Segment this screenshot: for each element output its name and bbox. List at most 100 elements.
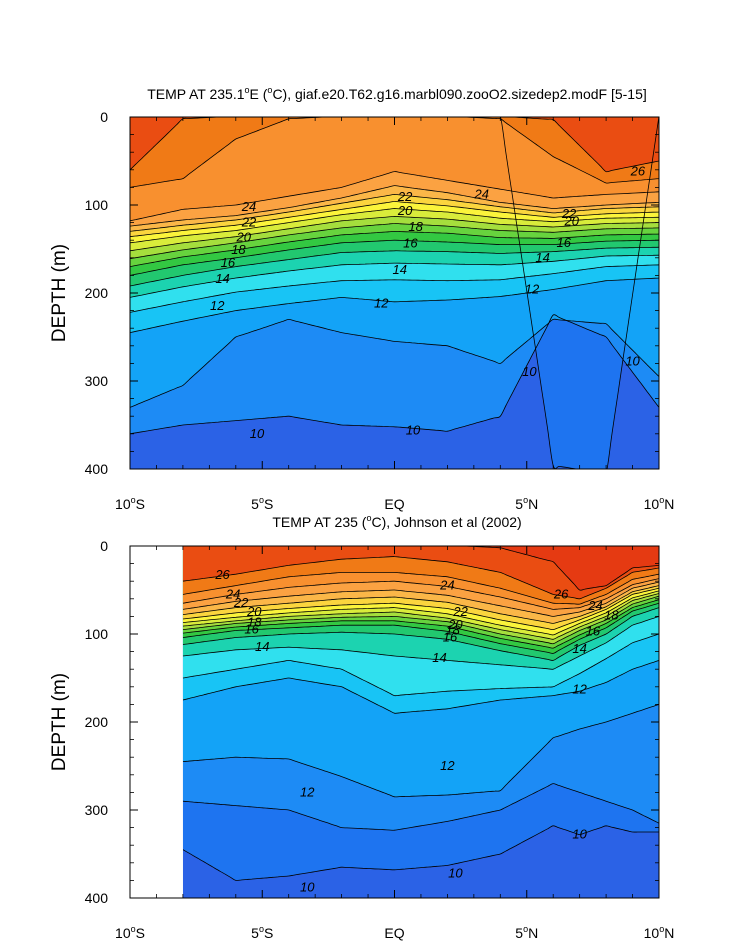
contour-label: 12 — [374, 296, 389, 311]
x-tick-number: 5 — [515, 496, 523, 512]
band-above-24C — [130, 117, 659, 221]
isotherm-20C — [130, 208, 659, 244]
y-tick-label: 300 — [85, 802, 109, 818]
y-tick-label: 200 — [85, 285, 109, 301]
contour-label: 10 — [625, 354, 640, 369]
contour-label: 14 — [393, 262, 407, 277]
contour-label: 26 — [553, 586, 569, 601]
contour-label: 10 — [522, 364, 537, 379]
isotherm-18C — [182, 595, 659, 645]
isotherm-10C — [130, 314, 659, 435]
contour-label: 16 — [443, 630, 458, 645]
y-tick-label: 400 — [85, 890, 109, 906]
x-tick-hemisphere: N — [528, 496, 538, 512]
x-tick-number: 10 — [115, 496, 131, 512]
chart-title: TEMP AT 235.1oE (oC), giaf.e20.T62.g16.m… — [147, 85, 647, 102]
contour-label: 10 — [250, 426, 265, 441]
x-tick-label: 5oN — [515, 924, 538, 941]
band-above-25C — [130, 117, 659, 188]
isotherm-22C — [130, 193, 659, 232]
chart-title-part-a: TEMP AT 235 ( — [272, 514, 366, 530]
contour-label: 18 — [247, 615, 262, 630]
contour-label: 20 — [246, 604, 262, 619]
x-tick-degree-mark: o — [259, 495, 264, 505]
contour-label: 20 — [447, 617, 463, 632]
contour-label: 16 — [244, 622, 259, 637]
x-tick-number: 5 — [251, 925, 259, 941]
temperature-field — [130, 117, 659, 469]
isotherm-25C — [182, 571, 659, 605]
contour-label: 16 — [557, 235, 572, 250]
x-tick-number: 10 — [644, 925, 660, 941]
contour-label: 14 — [432, 650, 446, 665]
y-tick-label: 100 — [85, 626, 109, 642]
isotherm-18C — [130, 223, 659, 260]
isotherm-9C — [500, 117, 659, 469]
x-tick-label: 5oS — [251, 495, 273, 512]
isotherm-17C — [182, 599, 659, 649]
isotherm-16C — [182, 602, 659, 654]
contour-label: 20 — [563, 214, 579, 229]
isotherm-23C — [130, 185, 659, 227]
y-tick-label: 300 — [85, 373, 109, 389]
y-tick-label: 200 — [85, 714, 109, 730]
contour-label: 24 — [225, 586, 240, 601]
panel-model: TEMP AT 235.1oE (oC), giaf.e20.T62.g16.m… — [49, 85, 674, 512]
band-above-27C — [465, 546, 659, 591]
x-tick-hemisphere: N — [528, 925, 538, 941]
x-tick-degree-mark: o — [523, 924, 528, 934]
x-tick-degree-mark: o — [131, 495, 136, 505]
contour-label: 26 — [214, 567, 230, 582]
contour-label: 12 — [210, 298, 225, 313]
contour-label: 14 — [535, 250, 549, 265]
x-tick-label: 5oN — [515, 495, 538, 512]
chart-title: TEMP AT 235 (oC), Johnson et al (2002) — [272, 513, 521, 530]
y-tick-label: 100 — [85, 197, 109, 213]
chart-title-part-c: C), Johnson et al (2002) — [371, 514, 521, 530]
contour-label: 10 — [406, 422, 421, 437]
y-tick-label: 0 — [100, 538, 108, 554]
isotherm-16C — [130, 239, 659, 276]
contour-label: 22 — [452, 604, 468, 619]
isotherm-23C — [182, 581, 659, 617]
isotherm-15C — [182, 607, 659, 661]
contour-label: 14 — [572, 641, 586, 656]
x-tick-hemisphere: S — [264, 925, 273, 941]
band-above-26C — [182, 546, 659, 599]
x-tick-degree-mark: o — [259, 924, 264, 934]
x-tick-degree-mark: o — [131, 924, 136, 934]
isotherm-14C — [130, 254, 659, 298]
contour-label: 12 — [572, 681, 587, 696]
x-tick-label: 5oS — [251, 924, 273, 941]
x-tick-label: EQ — [384, 496, 404, 512]
contour-label: 18 — [231, 242, 246, 257]
contour-label: 16 — [403, 236, 418, 251]
chart-title-part-b: E ( — [250, 86, 268, 102]
temperature-field — [182, 546, 659, 898]
isotherm-11C — [130, 318, 659, 408]
x-tick-hemisphere: S — [264, 496, 273, 512]
x-tick-degree-mark: o — [659, 495, 664, 505]
isotherm-15C — [130, 246, 659, 287]
contour-label: 24 — [587, 598, 602, 613]
contour-label: 16 — [586, 623, 601, 638]
isotherm-13C — [182, 633, 659, 697]
x-tick-hemisphere: N — [664, 496, 674, 512]
isotherm-21C — [182, 587, 659, 631]
y-axis-label: DEPTH (m) — [49, 673, 70, 771]
contour-label: 24 — [439, 578, 454, 593]
contour-label: 18 — [445, 622, 460, 637]
x-tick-degree-mark: o — [659, 924, 664, 934]
isotherm-27C — [457, 546, 659, 591]
isotherm-24C — [182, 578, 659, 610]
chart-title-degree-mark: o — [366, 513, 371, 523]
isotherm-14C — [182, 616, 659, 670]
contour-label: 22 — [397, 189, 413, 204]
isotherm-26C — [130, 117, 659, 173]
x-tick-hemisphere: S — [136, 496, 145, 512]
isotherm-11C — [182, 704, 659, 798]
contour-label: 10 — [572, 827, 587, 842]
isotherm-24C — [130, 171, 659, 222]
